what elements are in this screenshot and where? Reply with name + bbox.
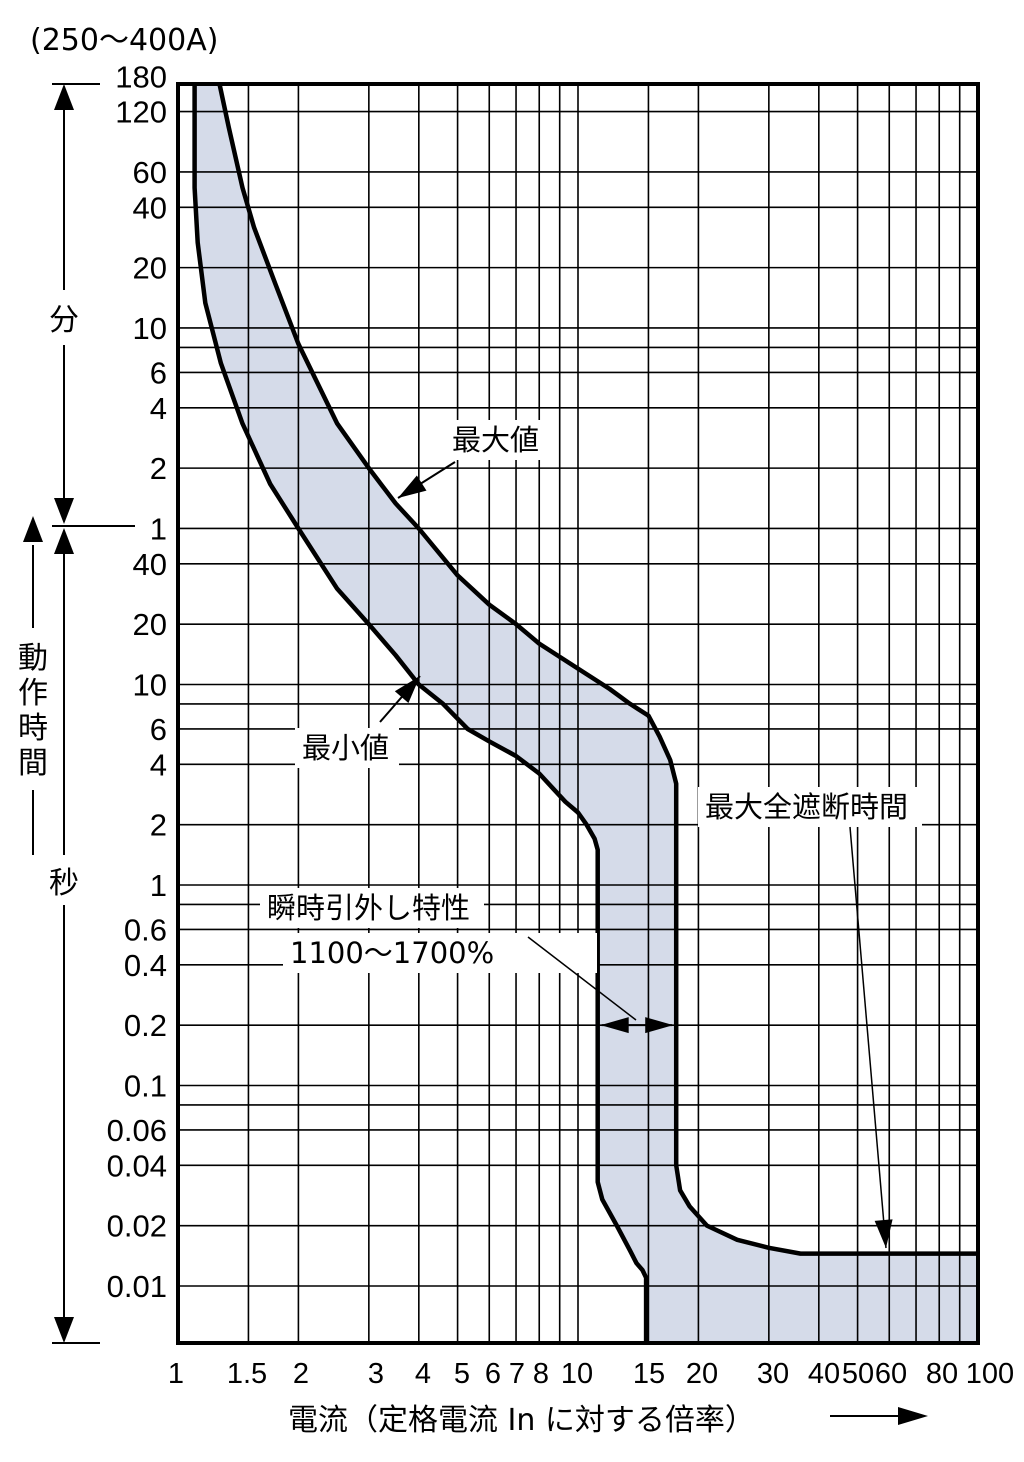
y-tick-label: 2 bbox=[150, 808, 167, 843]
x-tick-labels: 1 1.5 2 3 4 5 6 7 8 10 15 20 30 40 50 60 80 100 bbox=[168, 1358, 1014, 1390]
y-unit-minutes: 分 bbox=[49, 303, 79, 338]
tripping-band bbox=[194, 84, 979, 1343]
annotation-instantaneous-range-bg bbox=[283, 933, 597, 973]
x-tick-label: 8 bbox=[533, 1358, 549, 1390]
y-tick-label: 0.04 bbox=[107, 1148, 167, 1183]
annotation-instantaneous-bg bbox=[260, 888, 484, 928]
x-tick-label: 100 bbox=[966, 1358, 1014, 1390]
plot-area bbox=[176, 82, 980, 1345]
series-max-curve bbox=[217, 83, 978, 1256]
x-tick-label: 50 bbox=[842, 1358, 874, 1390]
annotation-max-bg bbox=[445, 420, 549, 460]
annotation-arrow-head bbox=[874, 1219, 893, 1248]
y-tick-label: 0.02 bbox=[107, 1209, 167, 1244]
y-tick-label: 40 bbox=[133, 547, 167, 582]
y-tick-label: 120 bbox=[115, 95, 167, 130]
chart-subtitle: (250〜400A) bbox=[30, 23, 218, 58]
y-tick-label: 0.6 bbox=[124, 912, 167, 947]
y-tick-label: 0.4 bbox=[124, 948, 167, 983]
x-tick-label: 4 bbox=[415, 1358, 431, 1390]
x-tick-label: 2 bbox=[293, 1358, 309, 1390]
y-tick-label: 1 bbox=[150, 511, 167, 546]
x-tick-label: 6 bbox=[485, 1358, 501, 1390]
grid-vertical bbox=[247, 84, 961, 1343]
y-axis-title-char: 動 bbox=[18, 641, 48, 676]
y-tick-label: 4 bbox=[150, 747, 167, 782]
annotation-instantaneous: 瞬時引外し特性 bbox=[267, 891, 470, 925]
annotation-arrow-head bbox=[398, 475, 427, 498]
y-axis-title-char: 作 bbox=[18, 676, 48, 711]
x-tick-label: 10 bbox=[561, 1358, 593, 1390]
y-tick-labels: 18012060402010642140201064210.60.40.20.1… bbox=[107, 59, 167, 1304]
x-tick-label: 15 bbox=[633, 1358, 665, 1390]
x-tick-label: 1 bbox=[168, 1358, 184, 1390]
x-axis-title-group: 電流（定格電流 In に対する倍率） bbox=[288, 1403, 928, 1438]
y-tick-label: 6 bbox=[150, 355, 167, 390]
plot-frame bbox=[176, 82, 980, 1345]
x-tick-label: 40 bbox=[808, 1358, 840, 1390]
y-tick-label: 6 bbox=[150, 712, 167, 747]
x-axis-title: 電流（定格電流 In に対する倍率） bbox=[288, 1403, 755, 1438]
annotation-min: 最小値 bbox=[302, 731, 389, 765]
y-tick-label: 4 bbox=[150, 391, 167, 426]
x-tick-label: 7 bbox=[509, 1358, 525, 1390]
y-tick-label: 2 bbox=[150, 451, 167, 486]
y-tick-label: 10 bbox=[133, 668, 167, 703]
grid-horizontal bbox=[178, 110, 978, 1287]
series-min-curve bbox=[192, 84, 649, 1343]
instantaneous-range-arrow-right bbox=[645, 1017, 674, 1034]
x-tick-label: 5 bbox=[454, 1358, 470, 1390]
arrow-head bbox=[54, 84, 74, 110]
x-tick-label: 20 bbox=[686, 1358, 718, 1390]
annotation-instantaneous-range: 1100〜1700% bbox=[290, 936, 494, 970]
y-tick-label: 10 bbox=[133, 311, 167, 346]
instantaneous-range-arrow-left bbox=[600, 1017, 629, 1034]
annotation-leader bbox=[527, 936, 637, 1021]
y-axis-title-char: 時 bbox=[18, 711, 48, 746]
annotation-max-interrupt-bg bbox=[698, 787, 922, 827]
y-tick-label: 180 bbox=[115, 59, 167, 94]
x-tick-label: 80 bbox=[926, 1358, 958, 1390]
y-axis-title-char: 間 bbox=[18, 746, 48, 781]
y-tick-label: 0.2 bbox=[124, 1008, 167, 1043]
annotation-max-interrupt: 最大全遮断時間 bbox=[705, 790, 908, 824]
y-tick-label: 0.06 bbox=[107, 1113, 167, 1148]
y-tick-label: 20 bbox=[133, 251, 167, 286]
x-tick-label: 30 bbox=[757, 1358, 789, 1390]
arrow-head bbox=[23, 516, 43, 542]
x-tick-label: 60 bbox=[875, 1358, 907, 1390]
y-tick-label: 60 bbox=[133, 155, 167, 190]
y-tick-label: 20 bbox=[133, 607, 167, 642]
y-tick-label: 1 bbox=[150, 868, 167, 903]
y-tick-label: 40 bbox=[133, 190, 167, 225]
annotation-arrow-head bbox=[394, 676, 420, 704]
x-axis-arrow-head bbox=[898, 1407, 928, 1425]
annotation-max: 最大値 bbox=[452, 423, 539, 457]
x-tick-label: 3 bbox=[368, 1358, 384, 1390]
y-unit-seconds: 秒 bbox=[49, 866, 79, 901]
annotation-min-bg bbox=[295, 728, 399, 768]
y-tick-label: 0.1 bbox=[124, 1069, 167, 1104]
annotation-leader bbox=[849, 826, 887, 1249]
arrow-head bbox=[54, 498, 74, 524]
x-tick-label: 1.5 bbox=[227, 1358, 267, 1390]
y-tick-label: 0.01 bbox=[107, 1269, 167, 1304]
arrow-head bbox=[54, 528, 74, 554]
arrow-head bbox=[54, 1317, 74, 1343]
